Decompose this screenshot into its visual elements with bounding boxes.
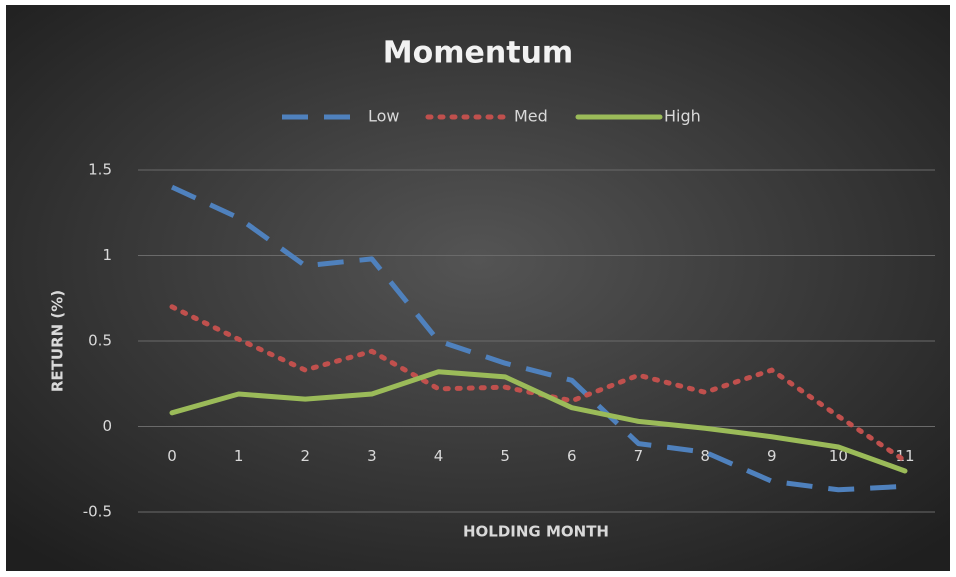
chart-title: Momentum <box>383 36 573 71</box>
x-tick-label: 4 <box>434 447 444 465</box>
x-tick-label: 6 <box>567 447 577 465</box>
x-axis-label: HOLDING MONTH <box>463 523 609 541</box>
x-tick-label: 7 <box>634 447 644 465</box>
x-tick-label: 1 <box>234 447 244 465</box>
x-tick-label: 10 <box>829 447 848 465</box>
y-tick-label: 1 <box>102 246 112 264</box>
legend-label: Med <box>514 107 548 126</box>
x-tick-label: 2 <box>300 447 310 465</box>
y-axis-label: RETURN (%) <box>49 290 67 392</box>
line-series <box>169 369 908 474</box>
legend-label: Low <box>368 107 400 126</box>
x-tick-label: 8 <box>700 447 710 465</box>
x-tick-label: 0 <box>167 447 177 465</box>
legend-label: High <box>664 107 701 126</box>
y-tick-label: 0.5 <box>88 332 112 350</box>
x-tick-label: 9 <box>767 447 777 465</box>
x-tick-label: 5 <box>500 447 510 465</box>
y-tick-label: 0 <box>102 417 112 435</box>
x-tick-label: 3 <box>367 447 377 465</box>
line-series <box>170 184 906 493</box>
y-tick-label: -0.5 <box>83 503 112 521</box>
x-tick-label: 11 <box>895 447 914 465</box>
chart-background <box>6 5 950 571</box>
y-tick-label: 1.5 <box>88 161 112 179</box>
